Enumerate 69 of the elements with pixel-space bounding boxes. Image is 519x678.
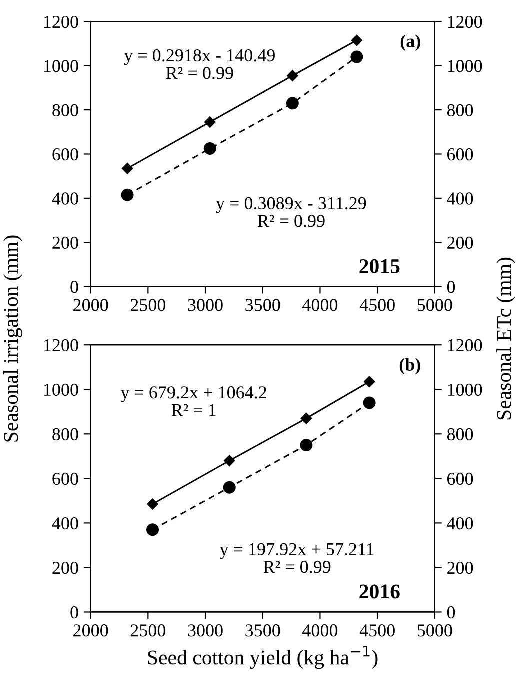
x-tick-label: 5000	[418, 299, 452, 312]
x-tick-label: 2000	[74, 299, 108, 312]
annotation: 2015	[360, 259, 400, 274]
x-tick-label: 4000	[302, 624, 338, 637]
x-tick-label: 3500	[246, 624, 280, 637]
y2-tick-label: 1000	[448, 384, 482, 396]
point	[300, 439, 313, 452]
y-tick-label: 600	[52, 148, 78, 161]
y2-tick-label: 800	[447, 428, 474, 441]
point	[223, 481, 236, 494]
y2-tick-label: 1200	[448, 16, 482, 28]
point	[350, 50, 364, 64]
point	[146, 524, 160, 536]
x-tick-label: 4500	[360, 624, 395, 637]
y-tick-label: 0	[70, 281, 78, 294]
x-tick-label: 3500	[246, 299, 280, 312]
y2-tick-label: 1000	[448, 60, 482, 72]
y-tick-label: 1000	[44, 60, 78, 72]
y-tick-label: 400	[52, 517, 78, 530]
y2-tick-label: 600	[448, 148, 474, 161]
y-tick-label: 1200	[44, 16, 78, 28]
x-axis-title: Seed cotton yield (kg ha$^{−1}$)	[148, 646, 378, 670]
y2-tick-label: 600	[448, 472, 474, 486]
annotation: y = 0.3089x - 311.29 R² = 0.99	[216, 197, 366, 228]
x-tick-label: 3000	[188, 624, 223, 637]
y2-tick-label: 0	[447, 281, 456, 294]
point	[351, 34, 363, 46]
y-tick-label: 800	[52, 428, 78, 441]
x-tick-label: 4500	[360, 299, 395, 312]
point	[287, 70, 298, 82]
y-tick-label: 1000	[44, 384, 78, 396]
y2-tick-label: 0	[447, 606, 456, 619]
point	[204, 142, 216, 155]
y-tick-label: 800	[52, 104, 78, 117]
y-tick-label: 400	[52, 192, 78, 205]
annotation: y = 679.2x + 1064.2 R² = 1	[120, 386, 266, 416]
point	[121, 188, 134, 202]
point	[286, 97, 299, 110]
x-tick-label: 2000	[74, 624, 108, 637]
y-tick-label: 0	[70, 606, 78, 619]
point	[122, 163, 134, 174]
x-tick-label: 2500	[130, 624, 166, 637]
y2-tick-label: 400	[447, 517, 474, 530]
annotation: (b)	[400, 358, 420, 375]
y2-tick-label: 800	[447, 104, 474, 117]
point	[204, 116, 216, 128]
point	[300, 412, 312, 424]
annotation: y = 0.2918x - 140.49 R² = 0.99	[124, 49, 275, 80]
y-tick-label: 200	[52, 236, 78, 250]
y-tick-label: 200	[52, 562, 78, 574]
point	[224, 455, 236, 466]
x-tick-label: 5000	[418, 624, 452, 637]
point	[147, 498, 158, 510]
y2-tick-label: 400	[447, 192, 474, 205]
x-tick-label: 4000	[302, 299, 338, 312]
annotation: y = 197.92x + 57.211 R² = 0.99	[220, 543, 374, 574]
y-tick-label: 1200	[44, 339, 78, 352]
annotation: (a)	[400, 34, 420, 52]
y2-tick-label: 200	[448, 562, 474, 574]
annotation: 2016	[360, 584, 400, 599]
y2-tick-label: 1200	[448, 339, 482, 352]
x-tick-label: 2500	[130, 299, 166, 312]
y-tick-label: 600	[52, 472, 78, 486]
x-tick-label: 3000	[188, 299, 223, 312]
y-axis-title: Seasonal irrigation (mm)	[4, 236, 22, 442]
y2-tick-label: 200	[448, 236, 474, 250]
point	[363, 396, 376, 410]
y2-axis-title: Seasonal ETc (mm)	[496, 258, 516, 420]
point	[364, 376, 376, 388]
